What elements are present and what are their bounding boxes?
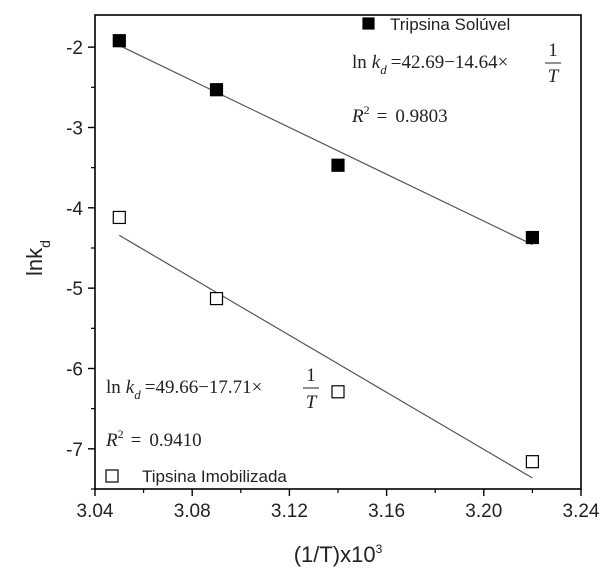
y-tick-label: -6: [66, 359, 83, 380]
plot-frame: [94, 14, 582, 490]
x-axis-label: (1/T)x103: [294, 542, 383, 567]
soluble-point: [525, 230, 540, 245]
markers: [112, 34, 540, 469]
svg-text:R2=0.9410: R2 = 0.9410: [105, 427, 202, 451]
x-tick-label: 3.16: [368, 501, 405, 522]
y-tick-label: -3: [66, 118, 83, 139]
svg-text:T: T: [548, 66, 560, 87]
y-axis-label: lnkd: [22, 240, 53, 276]
immobilized-point: [112, 210, 126, 225]
x-tick-label: 3.24: [563, 501, 600, 522]
immobilized-point: [209, 291, 224, 306]
immobilized-point: [525, 455, 540, 469]
y-tick-label: -7: [66, 440, 83, 461]
svg-text:R2=0.9803: R2 = 0.9803: [351, 103, 448, 127]
svg-text:1: 1: [548, 40, 558, 61]
y-tick-label: -4: [66, 199, 83, 220]
fit-line-immobilized: [118, 234, 533, 479]
legend-marker-soluble: [362, 17, 375, 30]
x-tick-label: 3.08: [174, 501, 211, 522]
soluble-point: [331, 158, 345, 172]
soluble-point: [112, 34, 126, 48]
y-tick-label: -2: [66, 38, 83, 59]
equation-soluble: ln kd =42.69−14.64× 1 T R2 = 0.9803: [351, 40, 561, 127]
legend-label-soluble: Tripsina Solúvel: [390, 15, 510, 34]
svg-text:T: T: [306, 392, 318, 413]
equation-immobilized: ln kd =49.66−17.71× 1 T R2 = 0.9410: [105, 365, 319, 451]
legend-marker-immobilized: [105, 469, 119, 483]
fit-lines: [118, 44, 533, 479]
svg-text:lnkd=42.69−14.64×: ln kd =42.69−14.64×: [352, 52, 508, 77]
x-tick-label: 3.12: [271, 501, 308, 522]
svg-text:lnkd=49.66−17.71×: ln kd =49.66−17.71×: [106, 377, 262, 402]
x-tick-label: 3.20: [465, 501, 502, 522]
fit-line-soluble: [119, 44, 533, 246]
y-tick-label: -5: [66, 279, 83, 300]
ticks: 3.04 3.08 3.12 3.16 3.20 3.24 -2 -3 -4 -5 -6 -7: [66, 38, 600, 522]
immobilized-point: [331, 385, 345, 399]
legend-label-immobilized: Tipsina Imobilizada: [142, 467, 287, 486]
svg-text:1: 1: [306, 365, 316, 386]
x-tick-label: 3.04: [77, 501, 114, 522]
soluble-point: [209, 83, 224, 97]
